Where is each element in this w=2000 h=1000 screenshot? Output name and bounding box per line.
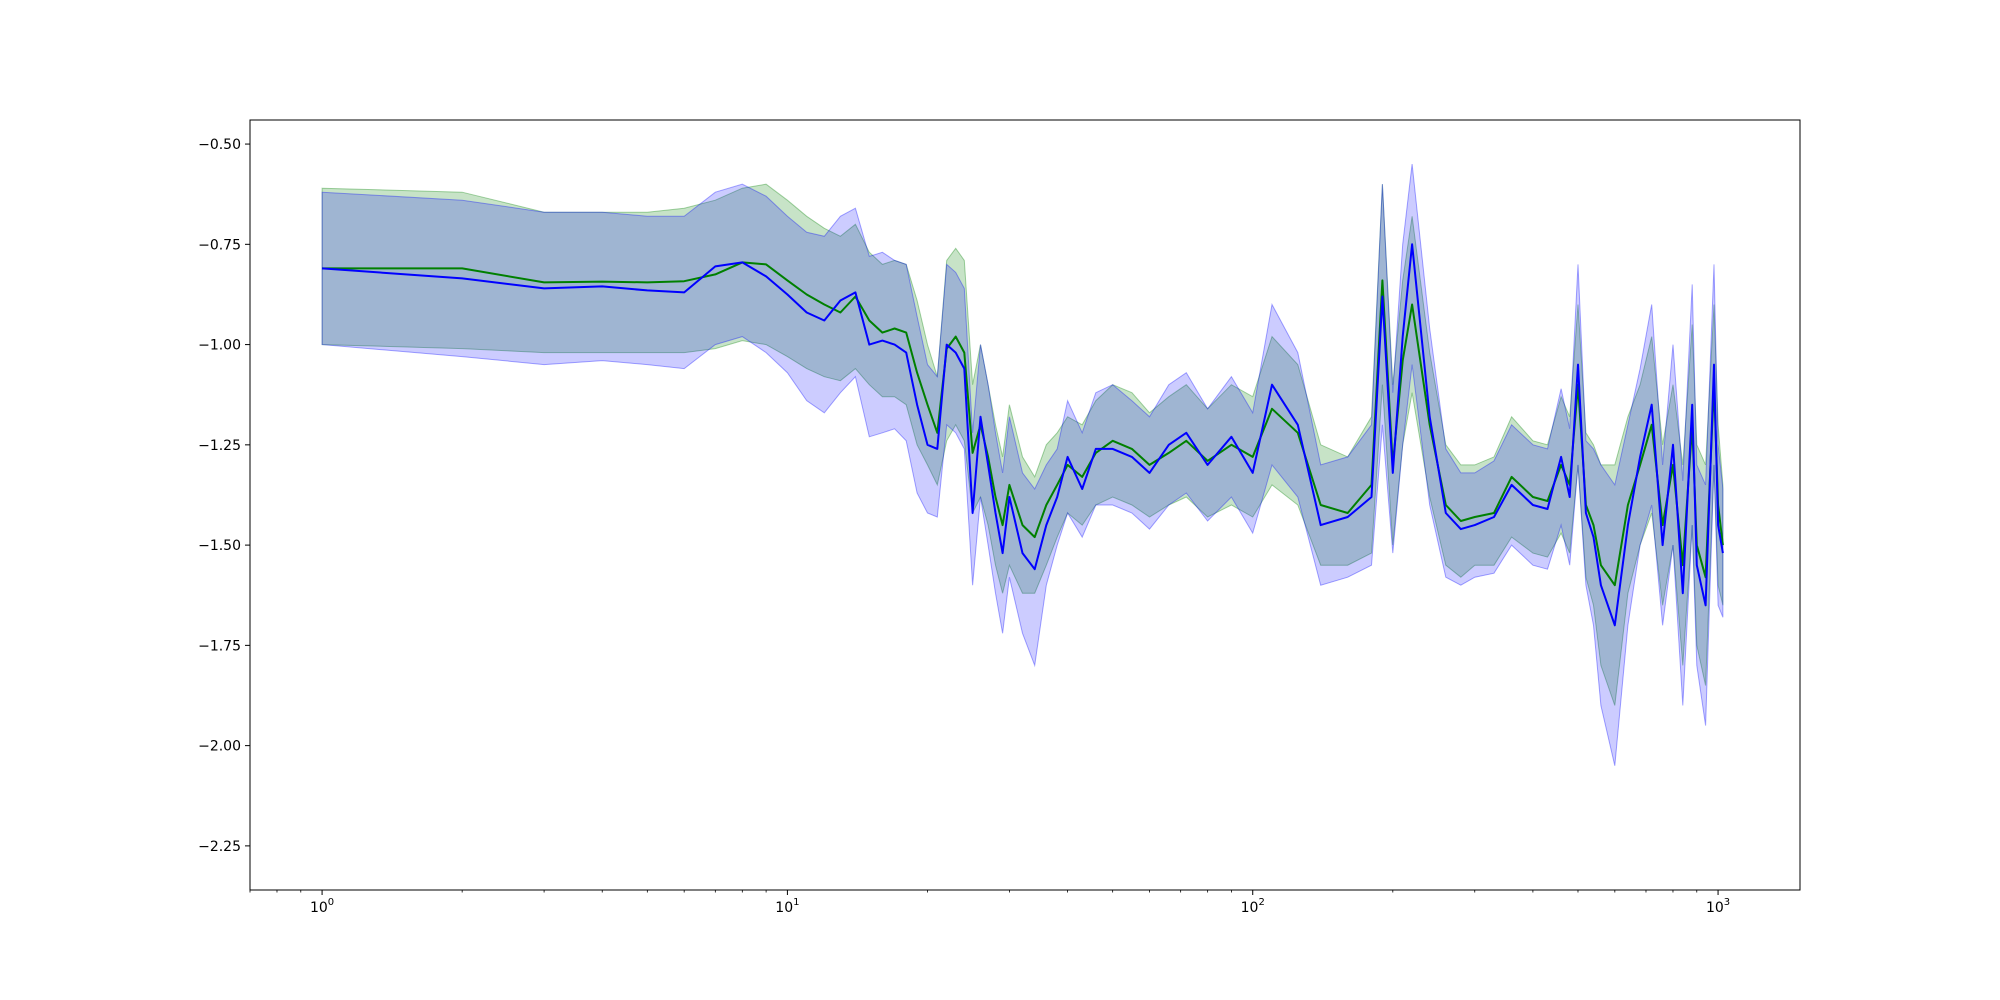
confidence-bands [321,164,1724,766]
y-tick-label: −1.25 [198,438,241,454]
series-1-line [322,261,1724,587]
series-2-band [321,164,1724,766]
y-tick-label: −0.50 [198,137,241,153]
y-tick-label: −2.00 [198,739,241,755]
y-tick-label: −1.00 [198,338,241,354]
y-tick-label: −2.25 [198,839,241,855]
plot-area-frame [249,119,1801,891]
series-1-band [321,183,1724,706]
x-tick-label: 101 [775,897,799,916]
series-2-line [322,243,1724,627]
x-tick-label: 103 [1706,897,1730,916]
y-tick-label: −0.75 [198,237,241,253]
x-tick-label: 102 [1241,897,1265,916]
series-lines [322,243,1724,627]
y-tick-label: −1.50 [198,538,241,554]
x-tick-label: 100 [310,897,334,916]
y-axis-ticks: −0.50 −0.75 −1.00 −1.25 −1.50 −1.75 −2.00 −2.25 [198,137,250,855]
y-tick-label: −1.75 [198,638,241,654]
